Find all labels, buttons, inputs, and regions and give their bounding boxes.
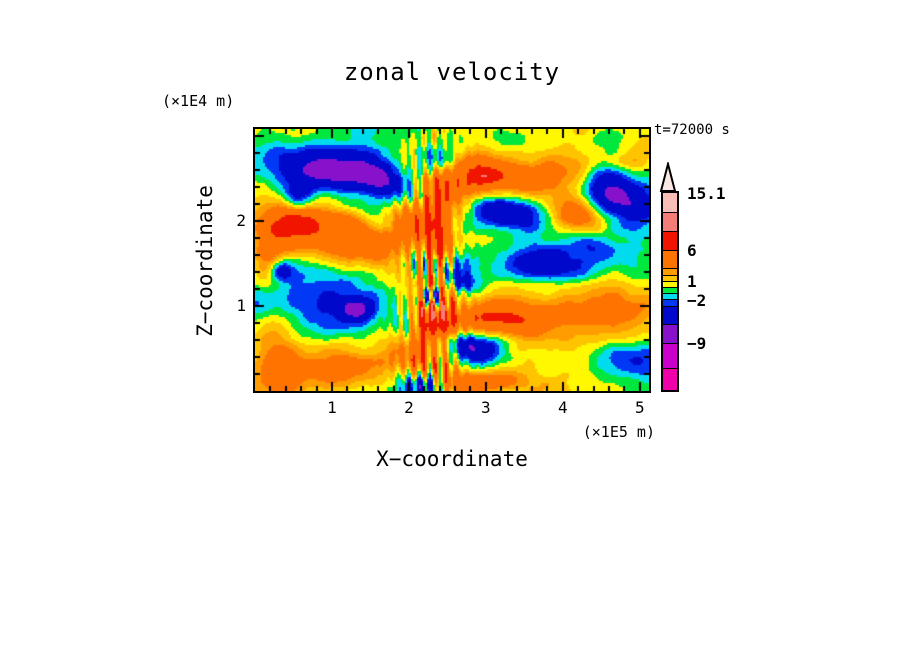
x-axis-units-label: (×1E5 m)	[582, 423, 655, 441]
colorbar-segment	[663, 249, 677, 269]
colorbar-segment	[663, 305, 677, 325]
x-tick-label: 4	[557, 398, 568, 417]
y-axis-units-label: (×1E4 m)	[162, 92, 235, 110]
y-axis-title: Z−coordinate	[193, 185, 217, 337]
y-tick-label: 1	[236, 295, 246, 315]
colorbar-segment	[663, 299, 677, 306]
colorbar-tick-label: 15.1	[687, 184, 726, 203]
x-tick-label: 2	[404, 398, 414, 417]
colorbar	[661, 191, 679, 392]
x-tick-label: 3	[481, 398, 491, 417]
page-title: zonal velocity	[343, 58, 561, 86]
x-axis-title: X−coordinate	[376, 447, 528, 471]
colorbar-segment	[663, 368, 677, 390]
colorbar-segment	[663, 212, 677, 232]
colorbar-tick-label: −2	[687, 290, 707, 310]
colorbar-segment	[663, 193, 677, 213]
colorbar-segment	[663, 293, 677, 300]
colorbar-segment	[663, 274, 677, 281]
y-tick-label: 2	[236, 210, 246, 230]
x-tick-label: 5	[634, 398, 645, 417]
colorbar-tick-label: −9	[687, 334, 707, 354]
heatmap-canvas	[255, 129, 649, 391]
colorbar-segment	[663, 343, 677, 369]
time-annotation: t=72000 s	[654, 122, 730, 138]
colorbar-segment	[663, 280, 677, 288]
colorbar-segment	[663, 287, 677, 294]
colorbar-tick-label: 1	[687, 271, 697, 291]
colorbar-segment	[663, 268, 677, 275]
plot-frame	[253, 127, 651, 393]
colorbar-segment	[663, 324, 677, 344]
colorbar-segment	[663, 231, 677, 250]
x-tick-label: 1	[327, 398, 337, 417]
colorbar-tick-label: 6	[687, 240, 697, 260]
colorbar-overflow-arrow-icon	[659, 162, 677, 192]
